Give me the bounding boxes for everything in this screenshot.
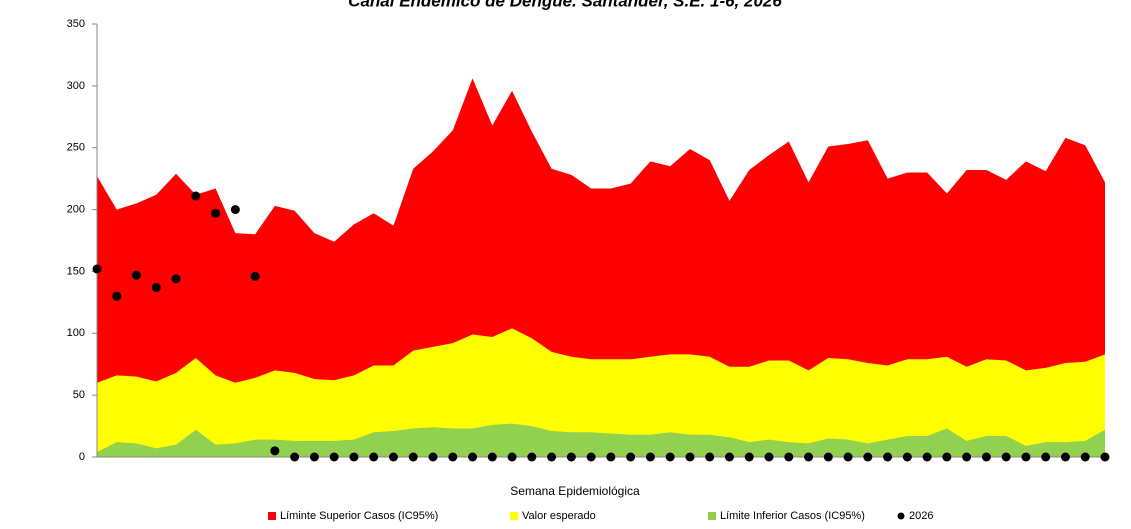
point <box>349 452 359 462</box>
legend-swatch <box>268 512 276 520</box>
point <box>764 452 774 462</box>
area <box>97 328 1105 457</box>
point <box>1060 452 1070 462</box>
y-tick-label: 350 <box>67 18 85 30</box>
point <box>507 452 517 462</box>
point <box>685 452 695 462</box>
point <box>645 452 655 462</box>
point <box>626 452 636 462</box>
point <box>586 452 596 462</box>
legend-label: 2026 <box>909 510 933 522</box>
point <box>191 191 201 201</box>
y-tick-label: 50 <box>73 389 85 401</box>
point <box>309 452 319 462</box>
area <box>97 423 1105 457</box>
point <box>1100 452 1110 462</box>
point <box>92 264 102 274</box>
point <box>369 452 379 462</box>
point <box>981 452 991 462</box>
legend-label: Líminte Superior Casos (IC95%) <box>280 510 438 522</box>
y-tick-label: 0 <box>79 451 85 463</box>
point <box>1041 452 1051 462</box>
x-axis-label: Semana Epidemiológica <box>510 484 640 498</box>
point <box>784 452 794 462</box>
point <box>448 452 458 462</box>
point <box>151 283 161 293</box>
point <box>112 291 122 301</box>
point <box>843 452 853 462</box>
point <box>428 452 438 462</box>
legend-label: Límite Inferior Casos (IC95%) <box>720 510 865 522</box>
point <box>724 452 734 462</box>
point <box>547 452 557 462</box>
legend-swatch <box>510 512 518 520</box>
legend-label: Valor esperado <box>522 510 596 522</box>
point <box>468 452 478 462</box>
point <box>922 452 932 462</box>
point <box>606 452 616 462</box>
point <box>804 452 814 462</box>
point <box>883 452 893 462</box>
y-tick-label: 300 <box>67 80 85 92</box>
point <box>290 452 300 462</box>
point <box>408 452 418 462</box>
point <box>250 271 260 281</box>
y-tick-label: 250 <box>67 142 85 154</box>
point <box>388 452 398 462</box>
point <box>230 205 240 215</box>
point <box>863 452 873 462</box>
point <box>1021 452 1031 462</box>
point <box>566 452 576 462</box>
y-tick-label: 150 <box>67 265 85 277</box>
point <box>823 452 833 462</box>
point <box>744 452 754 462</box>
point <box>270 446 280 456</box>
point <box>132 270 142 280</box>
point <box>171 274 181 284</box>
chart-title: Canal Endémico de Dengue. Santander, S.E… <box>348 0 782 10</box>
legend-swatch <box>897 512 905 520</box>
legend-swatch <box>708 512 716 520</box>
point <box>665 452 675 462</box>
point <box>211 208 221 218</box>
point <box>942 452 952 462</box>
point <box>329 452 339 462</box>
y-tick-label: 200 <box>67 203 85 215</box>
point <box>962 452 972 462</box>
point <box>1080 452 1090 462</box>
point <box>527 452 537 462</box>
point <box>487 452 497 462</box>
point <box>705 452 715 462</box>
y-tick-label: 100 <box>67 327 85 339</box>
point <box>902 452 912 462</box>
point <box>1001 452 1011 462</box>
